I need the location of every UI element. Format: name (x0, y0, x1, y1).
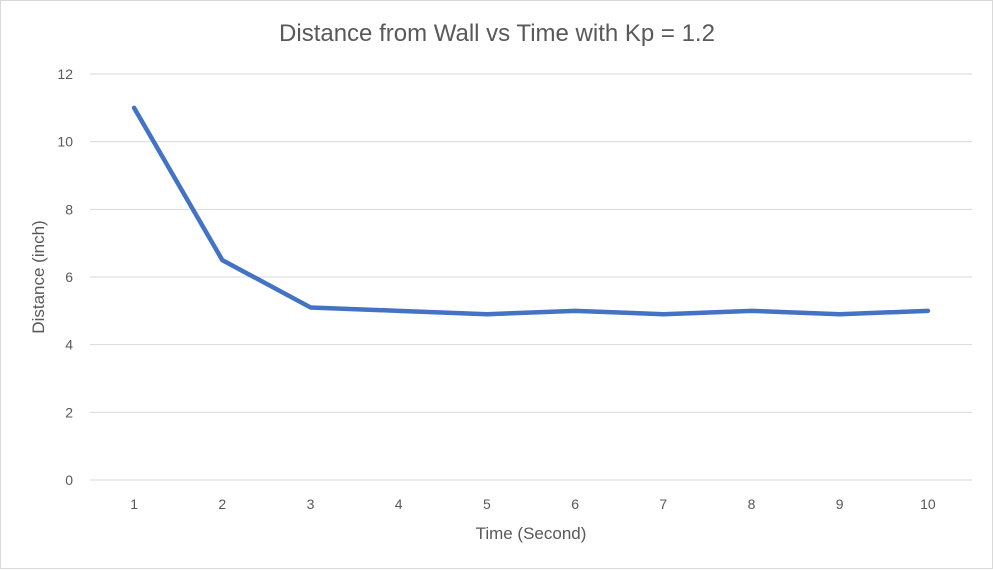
data-point (749, 308, 754, 313)
y-tick-label: 8 (65, 201, 73, 217)
series-layer (131, 105, 931, 317)
x-tick-label: 8 (748, 496, 756, 512)
y-tick-label: 6 (65, 269, 73, 285)
y-tick-label: 2 (65, 404, 73, 420)
y-tick-label: 0 (65, 472, 73, 488)
data-point (308, 305, 313, 310)
series-line-0 (131, 105, 931, 317)
x-tick-label: 1 (130, 496, 138, 512)
x-axis-ticks: 1 2 3 4 5 6 7 8 9 10 (130, 496, 936, 512)
x-tick-label: 4 (395, 496, 403, 512)
data-point (220, 258, 225, 263)
y-tick-label: 12 (57, 66, 73, 82)
y-axis-title: Distance (inch) (29, 220, 48, 333)
gridlines (90, 73, 972, 481)
x-tick-label: 6 (571, 496, 579, 512)
data-point (132, 105, 137, 110)
data-point (661, 312, 666, 317)
data-point (573, 308, 578, 313)
x-tick-label: 10 (920, 496, 936, 512)
x-tick-label: 5 (483, 496, 491, 512)
data-point (396, 308, 401, 313)
x-tick-label: 7 (659, 496, 667, 512)
chart-title: Distance from Wall vs Time with Kp = 1.2 (279, 20, 715, 47)
data-point (484, 312, 489, 317)
x-tick-label: 2 (218, 496, 226, 512)
y-axis-ticks: 0 2 4 6 8 10 12 (57, 66, 73, 488)
data-point (837, 312, 842, 317)
x-axis-title: Time (Second) (476, 524, 587, 543)
x-tick-label: 9 (836, 496, 844, 512)
data-point (925, 308, 930, 313)
y-tick-label: 4 (65, 337, 73, 353)
y-tick-label: 10 (57, 134, 73, 150)
x-tick-label: 3 (307, 496, 315, 512)
